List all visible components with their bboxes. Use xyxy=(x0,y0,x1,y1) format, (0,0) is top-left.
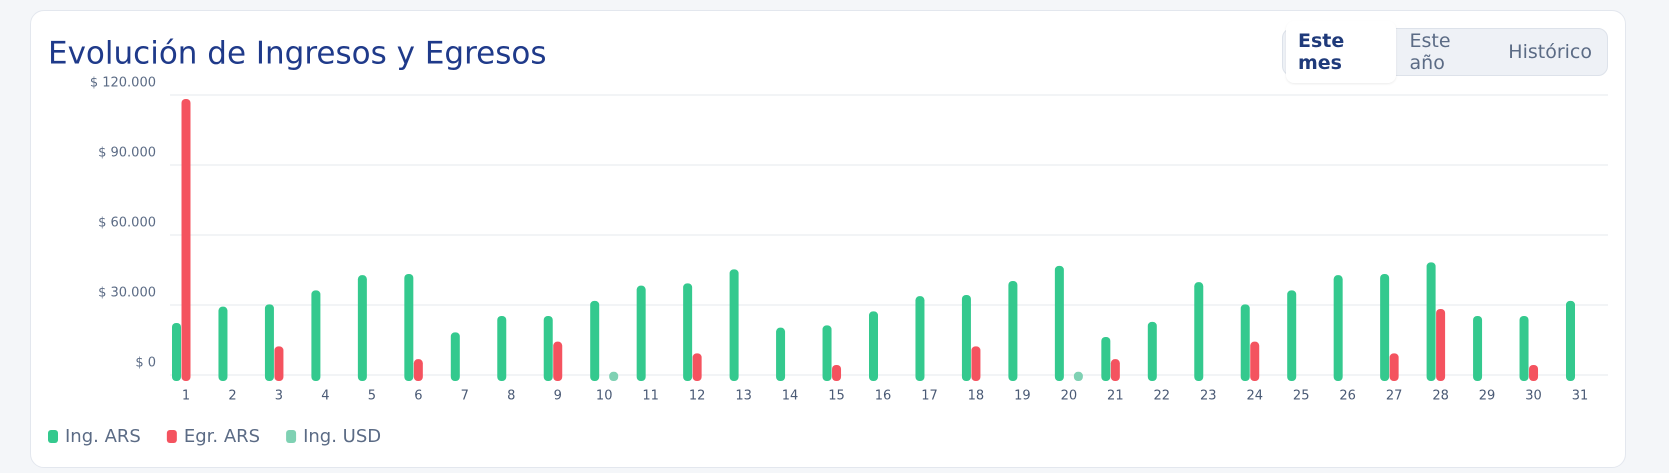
tab[interactable]: Este mes xyxy=(1286,21,1396,83)
tab[interactable]: Histórico xyxy=(1508,41,1592,63)
bar xyxy=(311,290,321,381)
bar xyxy=(404,274,414,381)
bar xyxy=(1250,341,1260,381)
bar xyxy=(1380,274,1390,381)
bar xyxy=(1240,304,1250,381)
tab-bar: Este mes Este año Histórico xyxy=(1282,21,1608,83)
x-tick-label: 8 xyxy=(507,389,515,404)
x-tick-label: 28 xyxy=(1432,389,1449,404)
x-tick-label: 15 xyxy=(828,389,845,404)
bar xyxy=(683,283,693,381)
x-tick-label: 20 xyxy=(1061,389,1078,404)
bar xyxy=(590,300,600,381)
bar xyxy=(1101,337,1111,381)
bar xyxy=(832,365,842,381)
legend-swatch xyxy=(166,430,177,443)
x-tick-label: 2 xyxy=(228,389,236,404)
x-tick-label: 27 xyxy=(1386,389,1403,404)
bar xyxy=(1073,371,1083,381)
y-tick-label: $ 0 xyxy=(135,356,156,371)
bar xyxy=(1519,316,1529,381)
bar xyxy=(822,325,832,381)
x-tick-label: 24 xyxy=(1246,389,1263,404)
x-tick-label: 10 xyxy=(596,389,613,404)
legend-label: Egr. ARS xyxy=(184,426,260,447)
bar xyxy=(609,371,619,381)
bar xyxy=(1147,321,1157,381)
bar xyxy=(553,341,563,381)
bar xyxy=(776,327,786,381)
bar xyxy=(915,296,925,381)
x-tick-label: 13 xyxy=(735,389,752,404)
bar xyxy=(1529,365,1539,381)
chart-title: Evolución de Ingresos y Egresos xyxy=(48,36,546,72)
bar xyxy=(450,332,460,381)
bar xyxy=(1436,309,1446,381)
x-tick-label: 23 xyxy=(1200,389,1217,404)
tab[interactable]: Este año xyxy=(1409,30,1451,74)
bar xyxy=(971,346,981,381)
x-tick-label: 25 xyxy=(1293,389,1310,404)
legend-swatch xyxy=(48,430,58,443)
x-tick-label: 7 xyxy=(461,389,469,404)
x-tick-label: 4 xyxy=(321,389,329,404)
y-tick-label: $ 90.000 xyxy=(98,146,156,161)
legend-label: Ing. ARS xyxy=(65,426,141,447)
bar xyxy=(961,295,971,381)
x-tick-label: 9 xyxy=(554,389,562,404)
x-tick-label: 31 xyxy=(1572,389,1589,404)
y-tick-label: $ 60.000 xyxy=(98,216,156,231)
x-tick-label: 11 xyxy=(642,389,659,404)
x-tick-label: 29 xyxy=(1479,389,1496,404)
bar xyxy=(181,99,191,381)
bar xyxy=(692,353,702,381)
bar xyxy=(413,359,423,381)
x-tick-label: 5 xyxy=(368,389,376,404)
card xyxy=(30,10,1626,468)
bar xyxy=(274,346,284,381)
bar xyxy=(1194,282,1204,381)
x-tick-label: 30 xyxy=(1525,389,1542,404)
x-tick-label: 3 xyxy=(275,389,283,404)
x-tick-label: 26 xyxy=(1339,389,1356,404)
legend-swatch xyxy=(286,430,297,443)
legend-label: Ing. USD xyxy=(303,426,381,447)
x-tick-label: 19 xyxy=(1014,389,1031,404)
bar xyxy=(264,304,274,381)
x-tick-label: 1 xyxy=(182,389,190,404)
x-tick-label: 21 xyxy=(1107,389,1124,404)
y-tick-label: $ 120.000 xyxy=(90,76,156,91)
bar xyxy=(218,306,228,381)
bar xyxy=(729,269,739,381)
x-tick-label: 18 xyxy=(968,389,985,404)
bar xyxy=(1426,262,1436,381)
x-tick-label: 6 xyxy=(414,389,422,404)
bar xyxy=(1008,281,1018,381)
x-tick-label: 17 xyxy=(921,389,938,404)
x-tick-label: 16 xyxy=(875,389,892,404)
x-tick-label: 14 xyxy=(782,389,799,404)
bar xyxy=(357,275,367,381)
x-tick-label: 22 xyxy=(1154,389,1171,404)
bar xyxy=(636,285,646,381)
bar xyxy=(1566,300,1575,381)
bar xyxy=(497,316,507,381)
bar xyxy=(1287,290,1297,381)
bar xyxy=(172,323,181,381)
y-tick-label: $ 30.000 xyxy=(98,286,156,301)
bar xyxy=(1110,359,1120,381)
bar xyxy=(869,311,878,381)
bar xyxy=(1473,316,1483,381)
x-tick-label: 12 xyxy=(689,389,706,404)
bar xyxy=(1389,353,1399,381)
bar xyxy=(543,316,553,381)
bar xyxy=(1054,265,1064,381)
bar xyxy=(1333,275,1343,381)
